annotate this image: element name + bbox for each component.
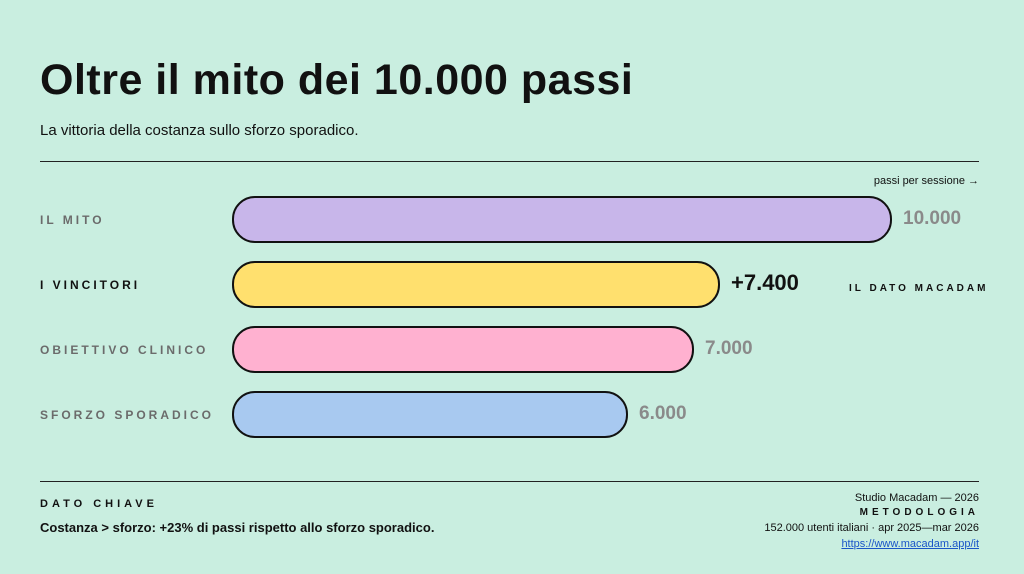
page-subtitle: La vittoria della costanza sullo sforzo … <box>40 122 359 139</box>
top-divider <box>40 161 979 162</box>
methodology-link[interactable]: https://www.macadam.app/it <box>841 538 979 550</box>
bar <box>232 326 694 373</box>
methodology-title: METODOLOGIA <box>859 507 979 518</box>
bar-value-label: 6.000 <box>639 403 687 424</box>
bar-label: I VINCITORI <box>40 278 141 292</box>
key-fact-title: DATO CHIAVE <box>40 498 158 510</box>
page-title: Oltre il mito dei 10.000 passi <box>40 56 634 104</box>
methodology-text: 152.000 utenti italiani · apr 2025—mar 2… <box>764 522 979 534</box>
axis-unit-label: passi per sessione → <box>873 175 979 187</box>
bar-value-label: 7.000 <box>705 338 753 359</box>
highlight-callout: IL DATO MACADAM <box>849 283 989 294</box>
bar <box>232 261 720 308</box>
bar-label: OBIETTIVO CLINICO <box>40 343 209 357</box>
bottom-divider <box>40 481 979 482</box>
bar-label: IL MITO <box>40 213 105 227</box>
bar-value-label: 10.000 <box>903 208 962 229</box>
bar <box>232 391 628 438</box>
bar-value-label: +7.400 <box>731 270 799 295</box>
key-fact-text: Costanza > sforzo: +23% di passi rispett… <box>40 520 435 535</box>
bar-label: SFORZO SPORADICO <box>40 408 215 422</box>
credit-line: Studio Macadam — 2026 <box>854 492 979 504</box>
bar <box>232 196 892 243</box>
